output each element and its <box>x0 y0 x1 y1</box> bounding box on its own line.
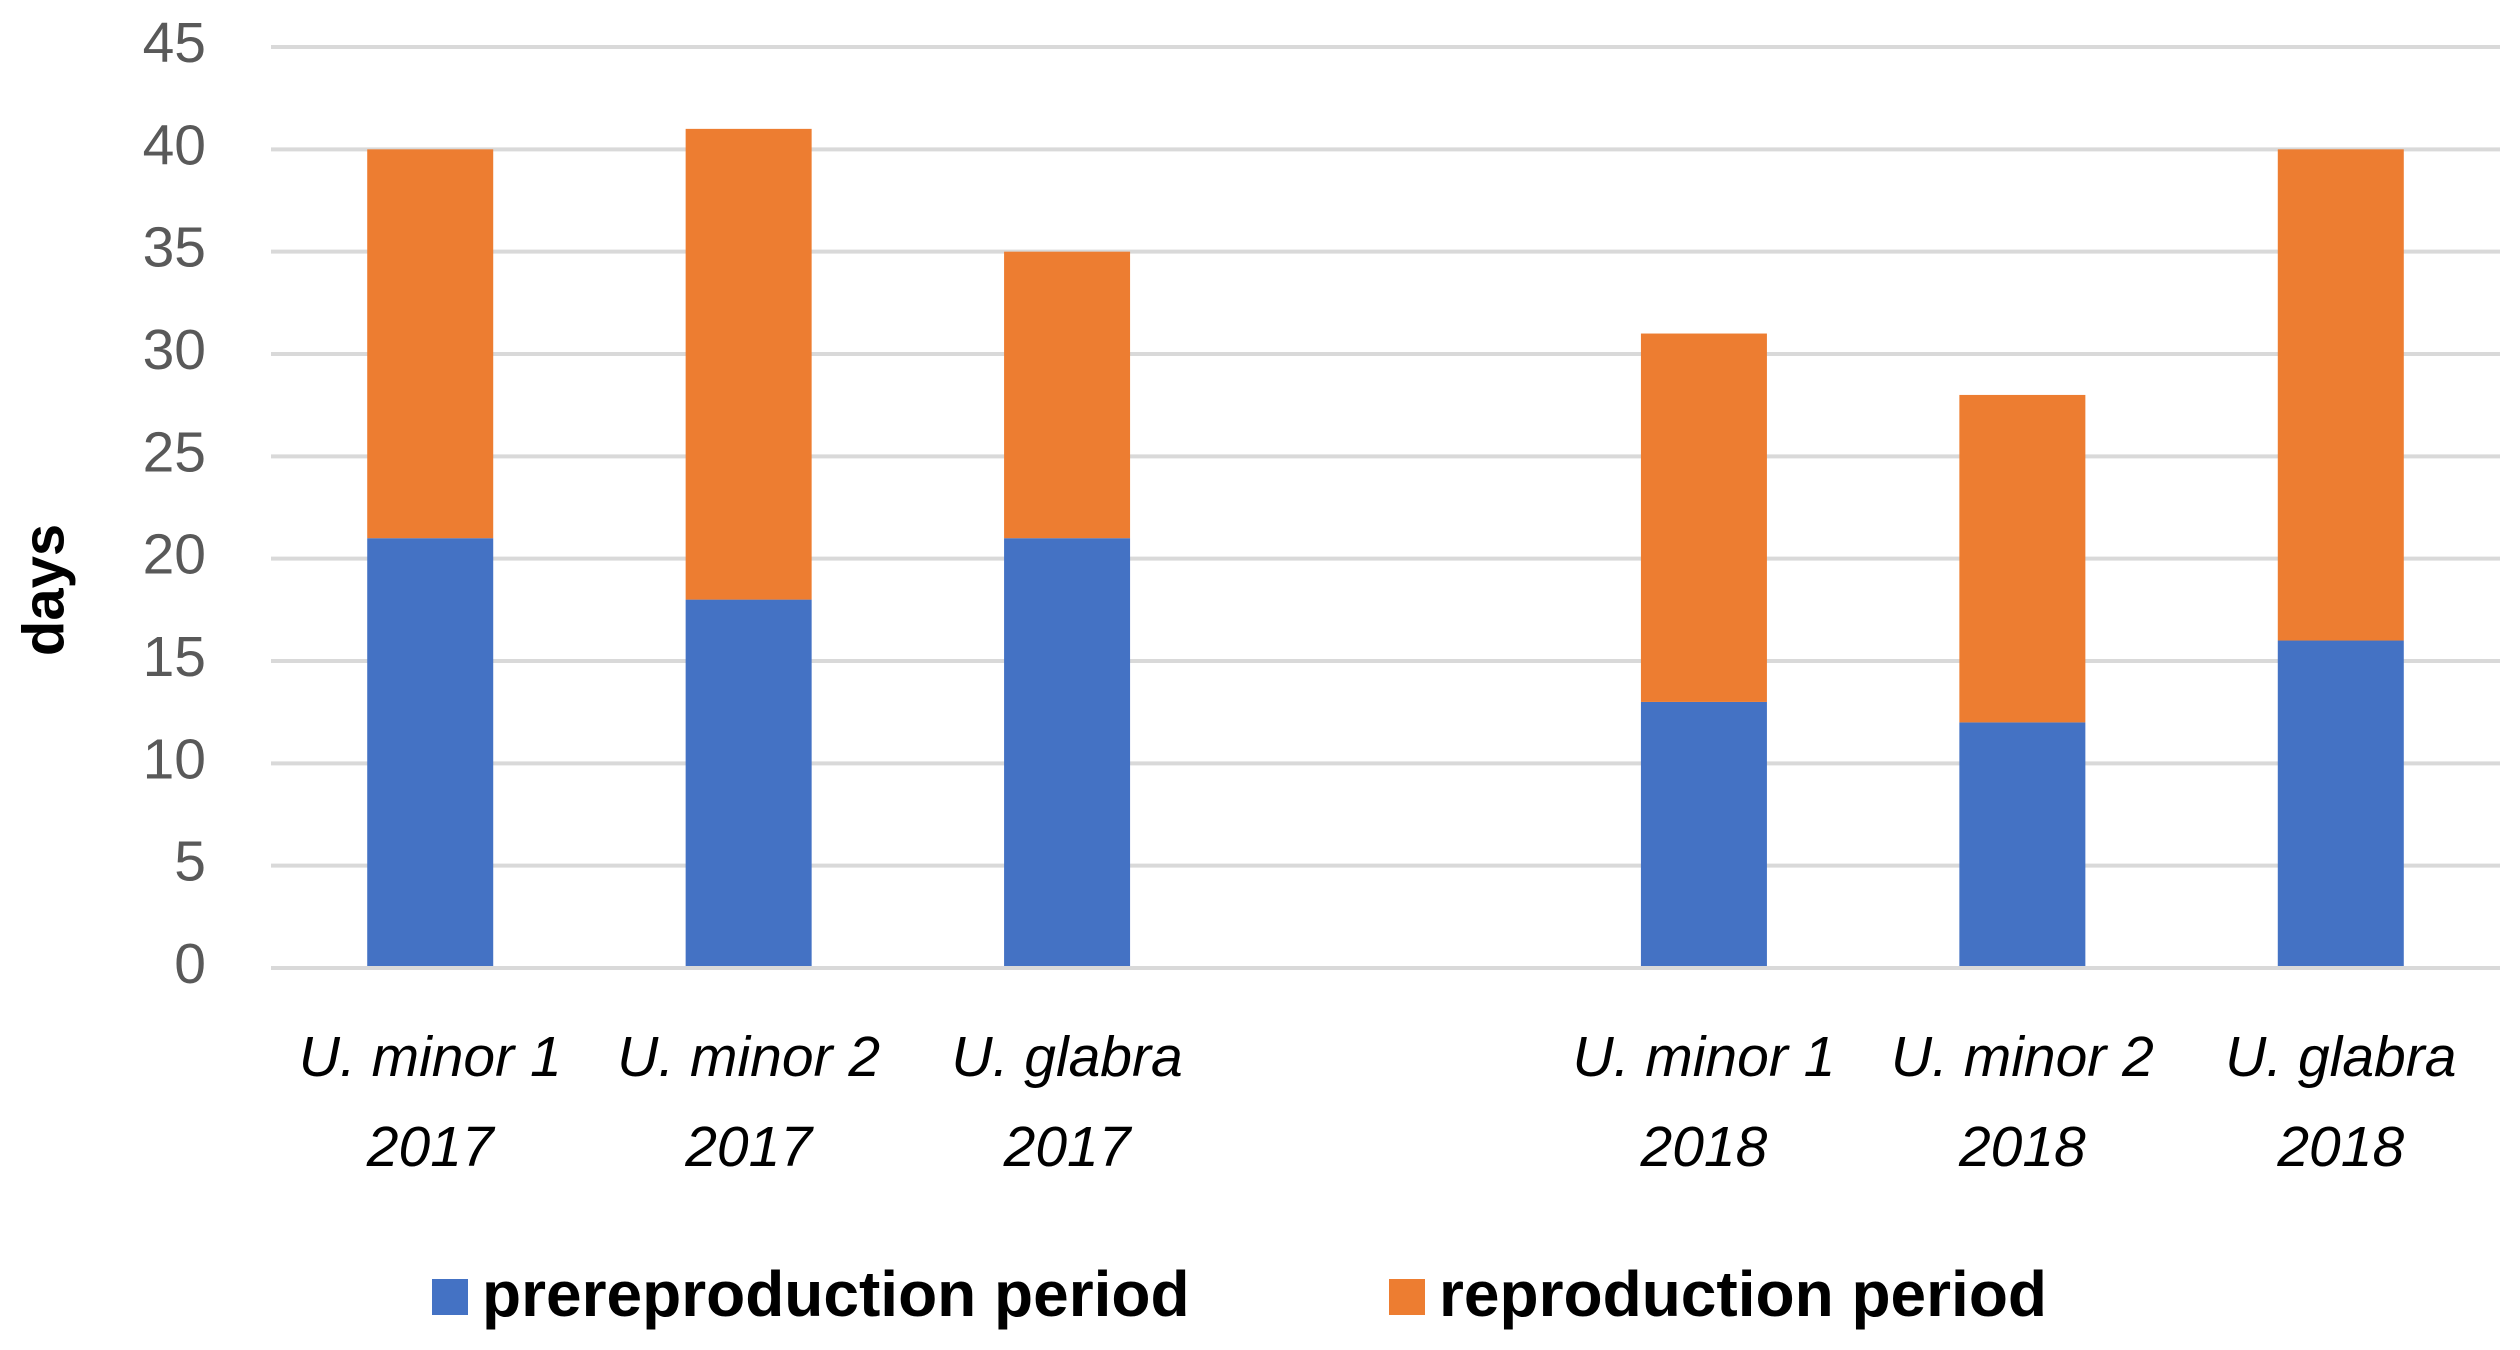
legend-label: prereproduction period <box>482 1258 1190 1330</box>
bar-segment <box>1640 701 1767 968</box>
bar-segment <box>1004 538 1131 968</box>
bar-segment <box>1959 394 2086 723</box>
y-tick-label: 30 <box>143 318 206 382</box>
legend-swatch <box>432 1279 468 1315</box>
bar-segment <box>367 538 494 968</box>
x-tick-label: U. minor 1 2017 <box>298 1025 562 1179</box>
y-tick-label: 0 <box>174 932 206 996</box>
bar-segment <box>367 149 494 539</box>
bar-segment <box>1004 251 1131 539</box>
x-tick-label: U. minor 2 2017 <box>617 1025 881 1179</box>
y-tick-label: 20 <box>143 523 206 587</box>
y-tick-label: 25 <box>143 420 206 484</box>
x-tick-label: U. minor 1 2018 <box>1572 1025 1836 1179</box>
bar-segment <box>2277 640 2404 968</box>
y-tick-label: 10 <box>143 727 206 791</box>
legend-label: reproduction period <box>1439 1258 2047 1330</box>
y-tick-label: 35 <box>143 216 206 280</box>
y-tick-label: 15 <box>143 625 206 689</box>
x-tick-label: U. glabra 2018 <box>2225 1025 2457 1179</box>
bar-segment <box>1640 333 1767 702</box>
legend-swatch <box>1389 1279 1425 1315</box>
y-tick-label: 40 <box>143 113 206 177</box>
y-tick-label: 45 <box>143 11 206 75</box>
bar-segment <box>685 599 812 968</box>
x-tick-label: U. glabra 2017 <box>951 1025 1183 1179</box>
x-tick-label: U. minor 2 2018 <box>1890 1025 2154 1179</box>
bar-segment <box>1959 722 2086 968</box>
y-axis-label: days <box>11 524 76 656</box>
y-tick-label: 5 <box>174 830 206 894</box>
bar-segment <box>2277 149 2404 641</box>
bar-segment <box>685 128 812 600</box>
